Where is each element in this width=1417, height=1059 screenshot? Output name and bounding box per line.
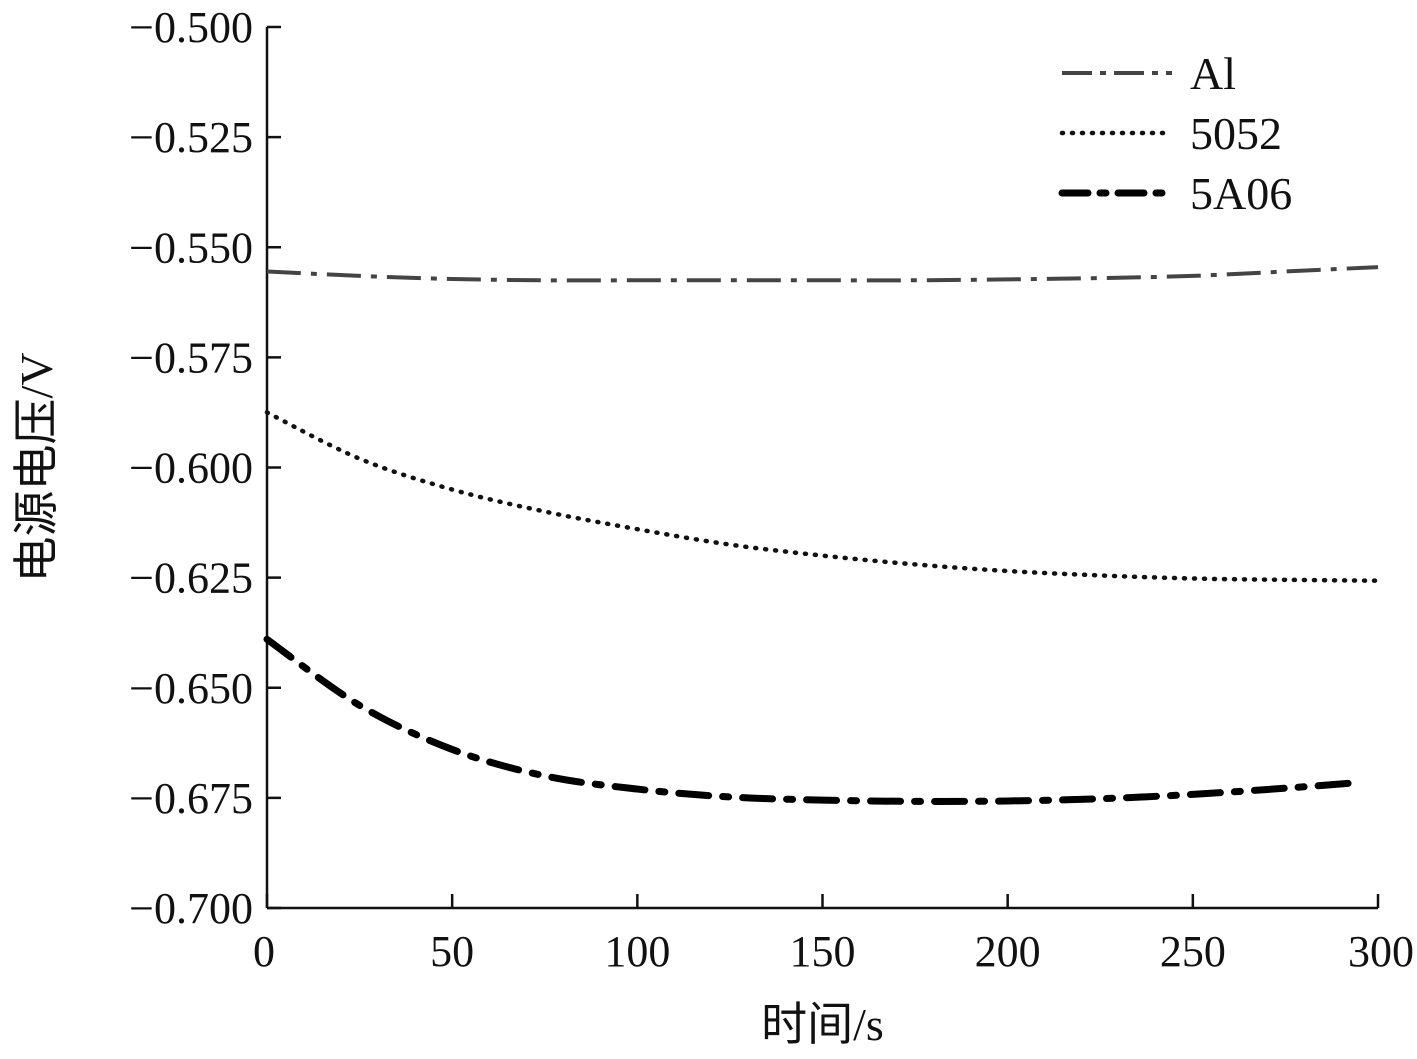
series-line-al bbox=[266, 265, 1379, 283]
y-tick-label: −0.550 bbox=[129, 223, 253, 272]
y-tick-label: −0.525 bbox=[129, 113, 253, 162]
x-tick-label: 300 bbox=[1348, 927, 1414, 976]
y-tick-label: −0.500 bbox=[129, 3, 253, 52]
x-tick-label: 50 bbox=[430, 927, 474, 976]
x-axis-title: 时间/s bbox=[761, 999, 884, 1050]
axes: −0.500 −0.525 −0.550 −0.575 −0.600 −0.625 −0.6… bbox=[11, 3, 1414, 1050]
series-line-5a06 bbox=[263, 635, 1363, 805]
x-tick-label: 200 bbox=[975, 927, 1041, 976]
legend: Al 5052 5A06 bbox=[1058, 48, 1292, 219]
y-tick-label: −0.675 bbox=[129, 774, 253, 823]
y-tick-label: −0.625 bbox=[129, 554, 253, 603]
x-tick-label: 0 bbox=[253, 927, 275, 976]
x-tick-label: 250 bbox=[1160, 927, 1226, 976]
y-tick-label: −0.700 bbox=[129, 884, 253, 933]
y-tick-label: −0.575 bbox=[129, 333, 253, 382]
y-tick-label: −0.650 bbox=[129, 664, 253, 713]
series-layer bbox=[263, 265, 1381, 805]
legend-label-al: Al bbox=[1190, 48, 1236, 99]
y-tick-label: −0.600 bbox=[129, 444, 253, 493]
legend-label-5052: 5052 bbox=[1190, 108, 1282, 159]
x-tick-label: 150 bbox=[790, 927, 856, 976]
legend-label-5a06: 5A06 bbox=[1190, 168, 1292, 219]
y-axis-title: 电源电压/V bbox=[11, 353, 62, 583]
x-tick-label: 100 bbox=[604, 927, 670, 976]
series-line-5052 bbox=[264, 410, 1381, 583]
